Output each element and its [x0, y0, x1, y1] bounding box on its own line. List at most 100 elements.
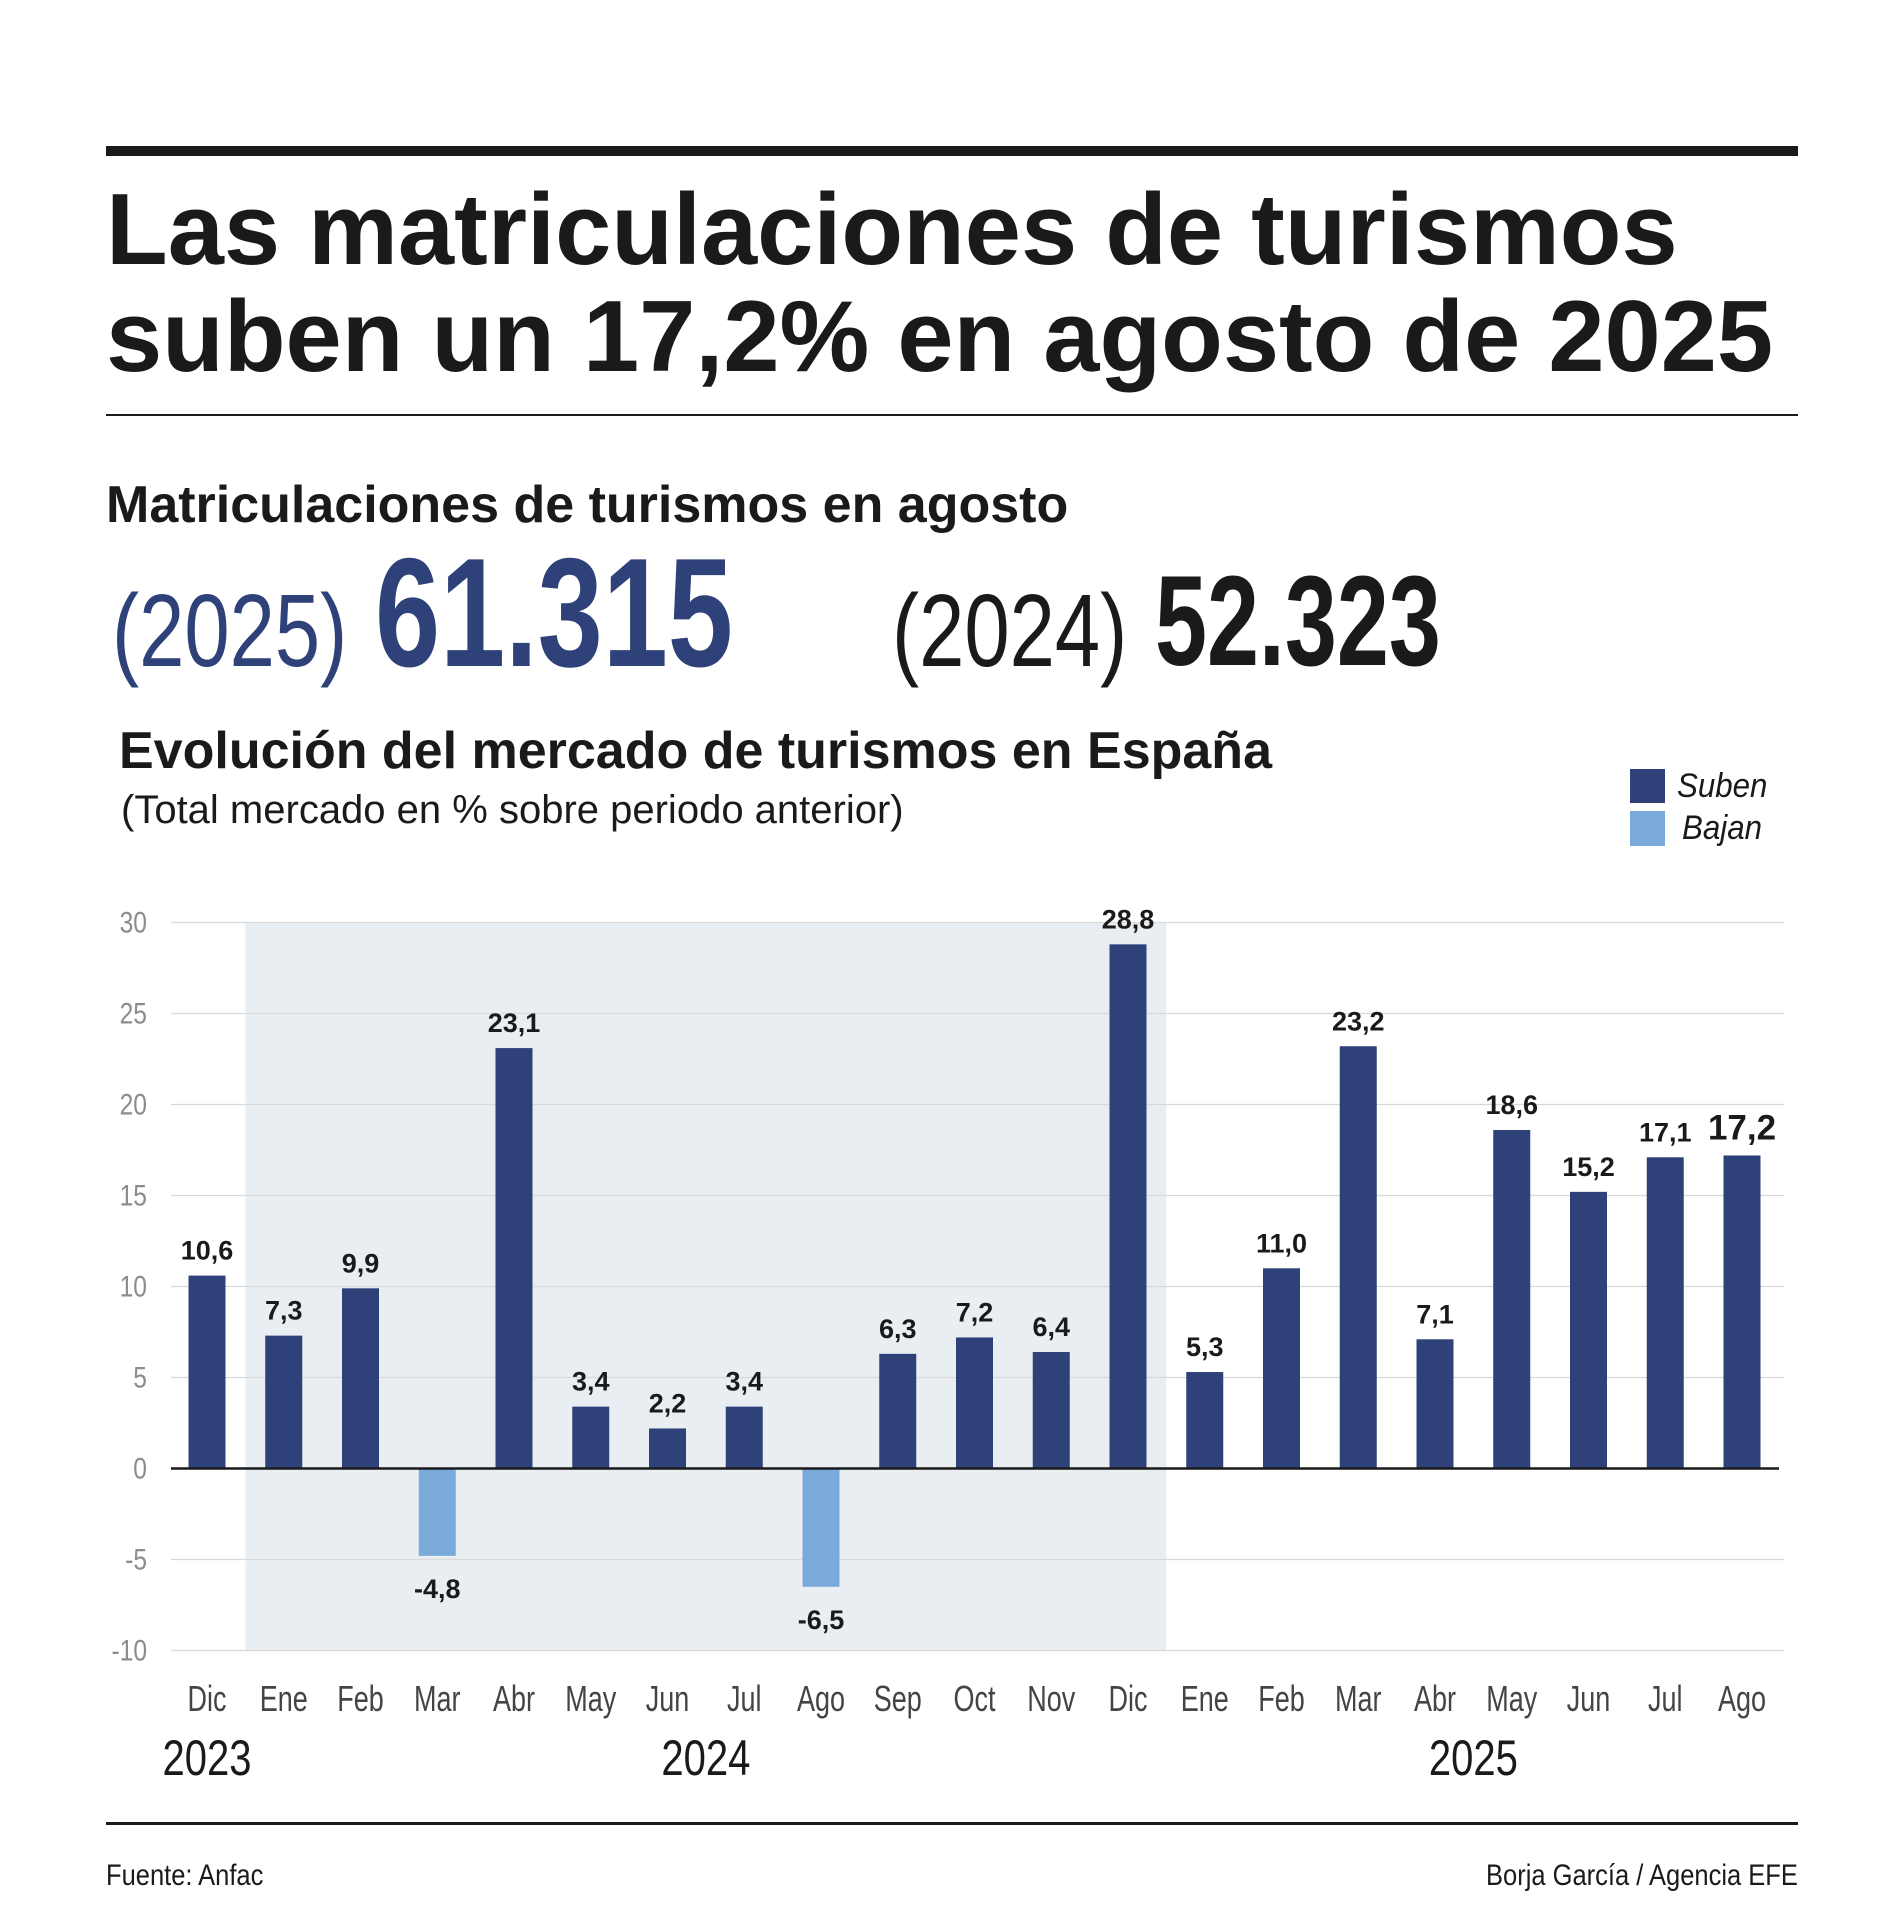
value-label: 15,2 [1562, 1152, 1615, 1182]
value-label: 7,3 [265, 1296, 303, 1326]
month-label: Ago [797, 1678, 845, 1719]
y-tick-label: 25 [120, 996, 147, 1030]
value-label: 28,8 [1102, 904, 1155, 934]
legend-item-up: Suben [1677, 769, 1775, 803]
legend-swatch-up [1630, 769, 1665, 803]
value-label: 3,4 [572, 1367, 610, 1397]
previous-year-block: (2024) [892, 579, 1190, 682]
bar-down [802, 1468, 840, 1587]
month-label: Oct [954, 1678, 996, 1719]
value-label: 6,4 [1032, 1312, 1070, 1342]
legend-swatch-down [1630, 811, 1665, 846]
month-label: Jun [646, 1678, 690, 1719]
year-label: 2025 [1429, 1730, 1518, 1786]
legend-item-down: Bajan [1682, 811, 1769, 845]
month-label: Jun [1567, 1678, 1611, 1719]
bar-up [1646, 1157, 1684, 1469]
bar-up [956, 1337, 993, 1469]
footer-rule [106, 1822, 1798, 1825]
chart-subtitle: (Total mercado en % sobre periodo anteri… [121, 788, 904, 832]
y-tick-label: 10 [120, 1269, 147, 1303]
bar-down [418, 1468, 456, 1556]
month-label: May [1486, 1678, 1537, 1719]
value-label: 23,1 [488, 1008, 541, 1038]
headline-divider [106, 414, 1798, 416]
bar-up [1416, 1339, 1454, 1469]
headline-line-2: suben un 17,2% en agosto de 2025 [106, 281, 1774, 393]
y-tick-label: 30 [120, 905, 147, 939]
month-label: Jul [727, 1678, 761, 1719]
value-label: 7,2 [956, 1297, 994, 1327]
value-label: -6,5 [798, 1605, 845, 1635]
month-label: Mar [414, 1678, 461, 1719]
bar-up [572, 1406, 610, 1469]
previous-registrations-value: 52.323 [1155, 550, 1441, 693]
year-label: 2023 [163, 1730, 252, 1786]
y-tick-label: 5 [133, 1360, 147, 1394]
year-label: 2024 [661, 1730, 750, 1786]
month-label: Ene [1181, 1678, 1229, 1719]
month-label: Ene [260, 1678, 308, 1719]
value-label: 2,2 [649, 1388, 687, 1418]
bar-up [342, 1288, 379, 1469]
bar-up [1186, 1372, 1224, 1469]
month-label: Nov [1027, 1678, 1075, 1719]
month-label: Abr [493, 1678, 535, 1719]
current-registrations-value: 61.315 [375, 526, 733, 699]
month-label: May [565, 1678, 616, 1719]
bar-up [879, 1353, 917, 1469]
bar-chart: 30 25 20 15 10 5 0 -5 -10 10,6 7,3 9,9 -4,8 23,1 3,4 2,… [111, 904, 1784, 1786]
value-label: 17,2 [1708, 1108, 1776, 1147]
top-rule [106, 146, 1798, 156]
month-label: Dic [1109, 1678, 1148, 1719]
month-label: Mar [1335, 1678, 1382, 1719]
bar-up [1263, 1268, 1300, 1469]
month-label: Sep [874, 1678, 922, 1719]
y-tick-label: 15 [120, 1178, 147, 1212]
month-label: Jul [1648, 1678, 1682, 1719]
y-axis: 30 25 20 15 10 5 0 -5 -10 [111, 905, 147, 1667]
bar-up [1109, 944, 1147, 1469]
current-year-label: (2025) [112, 573, 348, 688]
value-label: 11,0 [1256, 1228, 1307, 1258]
current-year-block: (2025) [112, 579, 410, 682]
value-labels: 10,6 7,3 9,9 -4,8 23,1 3,4 2,2 3,4 -6,5 6,3 7,2 6,4… [181, 904, 1776, 1634]
chart-title: Evolución del mercado de turismos en Esp… [119, 722, 1272, 780]
current-value-block: 61.315 [375, 535, 849, 690]
previous-value-block: 52.323 [1155, 558, 1547, 686]
bar-up [188, 1275, 226, 1469]
bar-up [1723, 1155, 1761, 1469]
source-text: Fuente: Anfac [106, 1859, 264, 1892]
value-label: 9,9 [342, 1248, 380, 1278]
value-label: 10,6 [181, 1236, 234, 1266]
y-tick-label: 20 [120, 1087, 147, 1121]
bar-up [1032, 1352, 1070, 1469]
previous-year-label: (2024) [892, 573, 1128, 688]
value-label: 23,2 [1332, 1006, 1385, 1036]
month-label: Dic [188, 1678, 227, 1719]
bar-up [1339, 1046, 1377, 1469]
credit-note: Borja García / Agencia EFE [1431, 1861, 1798, 1891]
credit-text: Borja García / Agencia EFE [1486, 1859, 1798, 1892]
value-label: 3,4 [725, 1367, 763, 1397]
legend-label-up: Suben [1677, 767, 1768, 805]
month-label: Abr [1414, 1678, 1456, 1719]
y-tick-label: -10 [111, 1633, 147, 1667]
y-tick-label: -5 [125, 1542, 147, 1576]
month-label: Ago [1718, 1678, 1766, 1719]
bar-up [649, 1428, 686, 1469]
legend-label-down: Bajan [1682, 809, 1763, 847]
bar-up [725, 1406, 763, 1469]
x-axis-months: Dic Ene Feb Mar Abr May Jun Jul Ago Sep Oct Nov Dic E… [188, 1678, 1766, 1719]
value-label: 17,1 [1639, 1117, 1692, 1147]
bar-up [1493, 1129, 1531, 1469]
value-label: 7,1 [1416, 1299, 1454, 1329]
source-note: Fuente: Anfac [106, 1861, 291, 1891]
bar-up [495, 1048, 533, 1469]
x-axis-years: 2023 2024 2025 [163, 1730, 1518, 1786]
value-label: -4,8 [414, 1574, 461, 1604]
bar-up [265, 1335, 303, 1469]
summary-heading: Matriculaciones de turismos en agosto [106, 476, 1069, 534]
headline-line-1: Las matriculaciones de turismos [106, 174, 1678, 286]
value-label: 18,6 [1485, 1090, 1538, 1120]
